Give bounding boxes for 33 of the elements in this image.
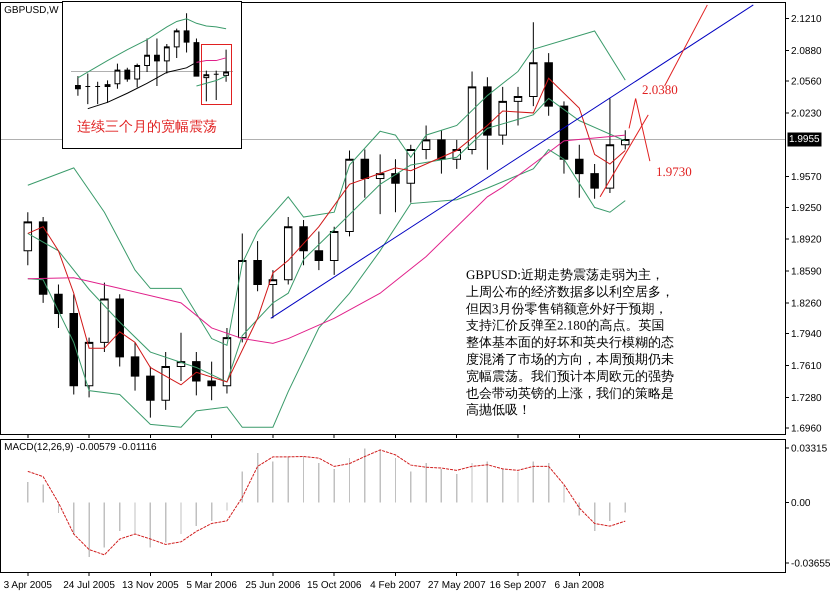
text: GBPUSD:近期走势震荡走弱为主，上周公布的经济数据多以利空居多，但因3月份零售销额意外好于预期，支持汇价反弹至2.180的高点。英国整体基本面的好坏和英央行模糊的态度混淆了市场的方向，本周预期仍未宽幅震荡。我们预计本周欧元的强势也会带动英镑的上涨，我们的策略是高抛低吸！ — [466, 267, 674, 418]
annotation: 1.9730 — [656, 164, 692, 179]
x-tick-label: 24 Jul 2005 — [63, 580, 116, 591]
y-tick-label: 1.9570 — [791, 172, 822, 184]
y-tick-label: 2.0880 — [791, 46, 822, 57]
y-tick-label: 2.1210 — [791, 14, 822, 25]
x-tick-label: 27 May 2007 — [428, 580, 486, 591]
x-tick-label: 15 Oct 2006 — [306, 580, 362, 591]
annotation: 连续三个月的宽幅震荡 — [77, 119, 217, 135]
chart-title: MACD(12,26,9) -0.00579 -0.01116 — [4, 442, 158, 453]
x-tick-label: 3 Apr 2005 — [4, 580, 52, 591]
x-tick-label: 6 Jan 2008 — [554, 580, 604, 591]
y-tick-label: 1.7610 — [791, 361, 822, 372]
y-tick-label: 1.8920 — [791, 234, 822, 246]
y-tick-label: 2.0560 — [791, 76, 822, 88]
y-tick-label: 0.00 — [791, 498, 811, 510]
y-tick-label: -0.03655 — [791, 558, 831, 570]
y-tick-label: 1.7280 — [791, 392, 822, 404]
y-tick-label: 0.03315 — [791, 444, 828, 454]
ref-line-label: 1.9955 — [789, 134, 820, 145]
y-tick-label: 1.7940 — [791, 329, 822, 340]
x-tick-label: 5 Mar 2006 — [186, 580, 238, 591]
y-tick-label: 1.8590 — [791, 266, 822, 278]
y-tick-label: 1.8260 — [791, 298, 822, 310]
x-tick-label: 25 Jun 2006 — [245, 580, 301, 591]
y-tick-label: 1.6960 — [791, 424, 822, 435]
x-tick-label: 4 Feb 2007 — [370, 580, 422, 591]
y-tick-label: 1.9250 — [791, 202, 822, 214]
chart-title: GBPUSD,W — [4, 5, 60, 16]
y-tick-label: 2.0230 — [791, 108, 822, 120]
x-tick-label: 13 Nov 2005 — [122, 580, 180, 591]
x-tick-label: 16 Sep 2007 — [490, 580, 547, 591]
annotation: 2.0380 — [642, 82, 678, 97]
